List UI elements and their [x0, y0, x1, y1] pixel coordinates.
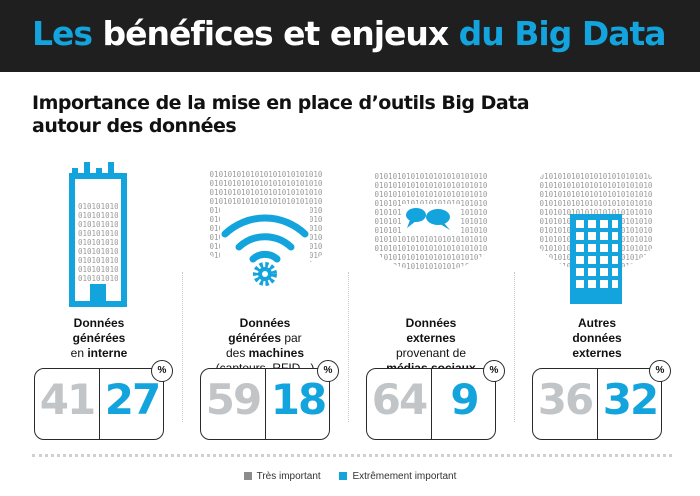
legend: Très important Extrêmement important: [0, 471, 700, 482]
building-icon: [69, 162, 127, 307]
legend-swatch-blue: [339, 472, 348, 480]
percent-badge: %: [317, 360, 339, 382]
legend-item-tres-important: Très important: [243, 471, 321, 482]
wifi-gear-icon: [220, 206, 310, 294]
binary-pattern: 0101010101010101010101010010101010101010…: [78, 202, 118, 282]
page-title: Les bénéfices et enjeux du Big Data: [32, 14, 667, 53]
column-donnees-internes: 0101010101010101010101010010101010101010…: [32, 150, 202, 440]
stat-box: 36 32 %: [532, 360, 671, 440]
dotted-divider: [32, 454, 672, 457]
stat-box: 64 9 %: [366, 360, 505, 440]
value-extremement-important: 32: [602, 375, 659, 424]
subtitle-line-1: Importance de la mise en place d’outils …: [32, 92, 530, 114]
box-divider: [597, 369, 598, 439]
percent-badge: %: [151, 360, 173, 382]
value-extremement-important: 18: [270, 375, 327, 424]
value-extremement-important: 9: [450, 375, 479, 424]
office-building-icon: [570, 214, 622, 304]
speech-bubbles-icon: [402, 204, 460, 234]
column-label: Données externes provenant de médias soc…: [386, 316, 475, 375]
value-tres-important: 64: [371, 375, 428, 424]
title-part-big-data: du Big Data: [458, 14, 667, 53]
column-separator: [514, 272, 515, 422]
legend-item-extremement-important: Extrêmement important: [339, 471, 456, 482]
column-autres-donnees: 0101010101010101010101010 010101010101010…: [530, 150, 700, 440]
box-divider: [99, 369, 100, 439]
box-divider: [431, 369, 432, 439]
stat-box: 41 27 %: [34, 360, 173, 440]
column-separator: [182, 272, 183, 422]
column-label: Autres données externes: [572, 316, 622, 360]
title-part-benefices: bénéfices et enjeux: [92, 14, 459, 53]
column-medias-sociaux: 0101010101010101010101010 010101010101010…: [364, 150, 534, 440]
box-divider: [265, 369, 266, 439]
subtitle-line-2: autour des données: [32, 115, 237, 137]
column-separator: [348, 272, 349, 422]
column-icon-area: 0101010101010101010101010010101010101010…: [32, 150, 202, 310]
percent-badge: %: [649, 360, 671, 382]
value-tres-important: 59: [205, 375, 262, 424]
value-extremement-important: 27: [104, 375, 161, 424]
value-tres-important: 41: [39, 375, 96, 424]
stat-box: 59 18 %: [200, 360, 339, 440]
legend-swatch-gray: [243, 472, 252, 480]
subtitle: Importance de la mise en place d’outils …: [32, 92, 592, 138]
percent-badge: %: [483, 360, 505, 382]
value-tres-important: 36: [537, 375, 594, 424]
column-label: Données générées en interne: [70, 316, 128, 360]
header-bar: [0, 0, 700, 72]
column-donnees-machines: 0101010101010101010101010 010101010101010…: [198, 150, 368, 440]
title-part-les: Les: [32, 14, 93, 53]
